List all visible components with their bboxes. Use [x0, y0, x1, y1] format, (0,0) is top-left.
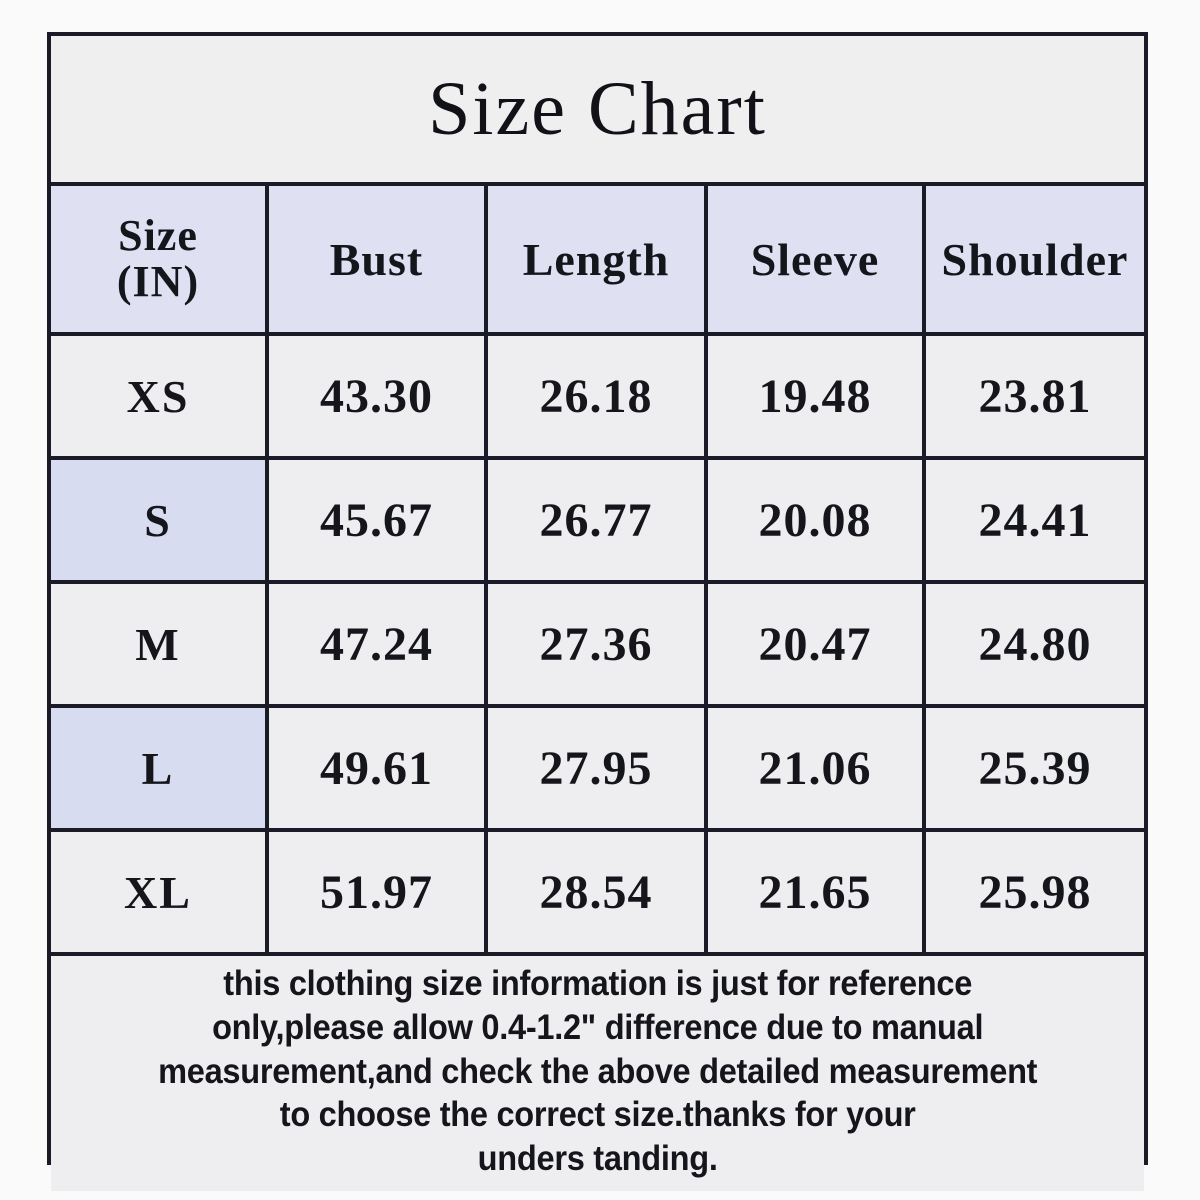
cell-size-m: M	[51, 582, 269, 708]
table-row: L 49.61 27.95 21.06 25.39	[51, 706, 1144, 832]
cell-sleeve-l: 21.06	[706, 706, 926, 832]
table-row: M 47.24 27.36 20.47 24.80	[51, 582, 1144, 708]
cell-length-m: 27.36	[486, 582, 708, 708]
size-measurements-table: Size (IN) Bust Length Sleeve Shoulder XS…	[51, 186, 1144, 956]
cell-size-xs: XS	[51, 334, 269, 460]
footer-line-4: to choose the correct size.thanks for yo…	[279, 1095, 916, 1135]
cell-shoulder-s: 24.41	[924, 458, 1144, 584]
cell-bust-xl: 51.97	[267, 830, 488, 956]
size-chart-card: Size Chart Size (IN) Bust Length Sleeve …	[47, 32, 1148, 1191]
cell-bust-m: 47.24	[267, 582, 488, 708]
cell-length-l: 27.95	[486, 706, 708, 832]
table-row: XL 51.97 28.54 21.65 25.98	[51, 830, 1144, 956]
footer-line-3: measurement,and check the above detailed…	[157, 1051, 1038, 1091]
footer-disclaimer: this clothing size information is just f…	[51, 956, 1144, 1191]
cell-length-s: 26.77	[486, 458, 708, 584]
table-header-row: Size (IN) Bust Length Sleeve Shoulder	[51, 186, 1144, 336]
table-row: XS 43.30 26.18 19.48 23.81	[51, 334, 1144, 460]
cell-shoulder-xl: 25.98	[924, 830, 1144, 956]
table-row: S 45.67 26.77 20.08 24.41	[51, 458, 1144, 584]
cell-sleeve-m: 20.47	[706, 582, 926, 708]
column-header-shoulder: Shoulder	[924, 186, 1144, 336]
footer-line-2: only,please allow 0.4-1.2" difference du…	[211, 1007, 984, 1047]
column-header-length: Length	[486, 186, 708, 336]
cell-sleeve-s: 20.08	[706, 458, 926, 584]
cell-shoulder-l: 25.39	[924, 706, 1144, 832]
cell-bust-s: 45.67	[267, 458, 488, 584]
column-header-size: Size (IN)	[51, 186, 269, 336]
cell-bust-l: 49.61	[267, 706, 488, 832]
chart-title-row: Size Chart	[51, 36, 1144, 186]
cell-size-s: S	[51, 458, 269, 584]
cell-size-xl: XL	[51, 830, 269, 956]
cell-length-xl: 28.54	[486, 830, 708, 956]
cell-shoulder-xs: 23.81	[924, 334, 1144, 460]
page-title: Size Chart	[428, 67, 767, 151]
cell-shoulder-m: 24.80	[924, 582, 1144, 708]
cell-size-l: L	[51, 706, 269, 832]
cell-sleeve-xl: 21.65	[706, 830, 926, 956]
cell-bust-xs: 43.30	[267, 334, 488, 460]
column-header-sleeve: Sleeve	[706, 186, 926, 336]
cell-sleeve-xs: 19.48	[706, 334, 926, 460]
cell-length-xs: 26.18	[486, 334, 708, 460]
column-header-size-line2: (IN)	[116, 257, 200, 306]
footer-line-1: this clothing size information is just f…	[223, 964, 972, 1003]
column-header-size-line1: Size	[118, 211, 198, 261]
footer-line-5: unders tanding.	[477, 1139, 718, 1178]
column-header-bust: Bust	[267, 186, 488, 336]
